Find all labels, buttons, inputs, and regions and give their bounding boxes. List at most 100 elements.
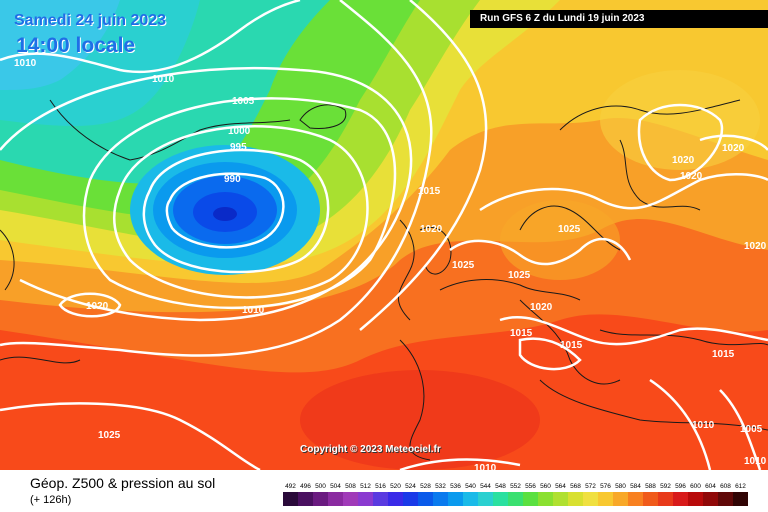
run-info: Run GFS 6 Z du Lundi 19 juin 2023	[470, 10, 768, 28]
legend-tick-label: 600	[690, 483, 701, 490]
isobar-label: 1020	[722, 143, 745, 154]
legend-tick-label: 612	[735, 483, 746, 490]
legend-tick-label: 564	[555, 483, 566, 490]
legend-tick-label: 588	[645, 483, 656, 490]
isobar-1025-west	[0, 402, 261, 470]
isobar-europe-1025	[449, 238, 632, 266]
isobar-label: 1005	[740, 424, 763, 435]
legend-swatch	[613, 492, 628, 506]
isobar-label: 1010	[152, 74, 175, 85]
legend-tick-label: 584	[630, 483, 641, 490]
legend-tick-label: 504	[330, 483, 341, 490]
isobar-1010	[0, 66, 413, 322]
legend-swatch	[403, 492, 418, 506]
legend-swatch	[583, 492, 598, 506]
isobar-label: 1010	[242, 305, 265, 316]
legend-tick-label: 572	[585, 483, 596, 490]
legend-tick-label: 492	[285, 483, 296, 490]
isobar-label: 1015	[712, 349, 735, 360]
legend-swatch	[283, 492, 298, 506]
legend-swatch	[538, 492, 553, 506]
legend-swatch	[718, 492, 733, 506]
forecast-time: 14:00 locale	[16, 34, 136, 57]
isobar-label: 1010	[692, 420, 715, 431]
legend-swatch	[418, 492, 433, 506]
legend-tick-label: 512	[360, 483, 371, 490]
isobar-label: 1005	[232, 96, 255, 107]
legend-tick-label: 500	[315, 483, 326, 490]
legend-swatch	[688, 492, 703, 506]
legend-swatch	[388, 492, 403, 506]
footer: Géop. Z500 & pression au sol (+ 126h) 49…	[0, 470, 768, 512]
copyright: Copyright © 2023 Meteociel.fr	[300, 444, 441, 455]
legend-tick-label: 556	[525, 483, 536, 490]
isobar-label: 1000	[228, 126, 251, 137]
isobar-scand-1020	[637, 103, 724, 182]
isobar-1015	[0, 0, 433, 357]
isobar-label: 1025	[98, 430, 121, 441]
legend-swatch	[478, 492, 493, 506]
isobar-label: 1020	[672, 155, 695, 166]
isobar-label: 1020	[744, 241, 767, 252]
legend-swatch	[373, 492, 388, 506]
coastlines	[0, 99, 768, 461]
isobar-label: 1025	[558, 224, 581, 235]
legend-swatch	[658, 492, 673, 506]
isobar-1020-west	[58, 292, 122, 318]
isobar-995	[142, 148, 330, 274]
isobar-labels: 1010 1010 1005 1000 995 990 1015 1020 10…	[14, 58, 767, 470]
legend-tick-label: 528	[420, 483, 431, 490]
isobar-label: 1020	[420, 224, 443, 235]
legend-tick-label: 552	[510, 483, 521, 490]
isobar-label: 1020	[530, 302, 553, 313]
legend-swatch	[568, 492, 583, 506]
legend-tick-label: 576	[600, 483, 611, 490]
isobar-east-1010	[649, 378, 712, 470]
legend-swatch	[628, 492, 643, 506]
isobar-label: 1010	[744, 456, 767, 467]
legend-tick-label: 516	[375, 483, 386, 490]
legend-swatch	[313, 492, 328, 506]
isobar-europe-1015	[499, 316, 768, 346]
legend-tick-label: 596	[675, 483, 686, 490]
legend-swatch	[733, 492, 748, 506]
legend-tick-label: 560	[540, 483, 551, 490]
isobar-1010-top	[0, 0, 301, 74]
legend-tick-label: 540	[465, 483, 476, 490]
legend-swatch	[598, 492, 613, 506]
isobar-label: 1020	[86, 301, 109, 312]
isobar-label: 1025	[508, 270, 531, 281]
legend-tick-label: 532	[435, 483, 446, 490]
isobar-east-1005	[719, 389, 762, 470]
isobar-east-1020	[699, 134, 768, 151]
legend-swatch	[508, 492, 523, 506]
legend-tick-label: 592	[660, 483, 671, 490]
legend-swatch	[298, 492, 313, 506]
legend-swatch	[523, 492, 538, 506]
isobar-label: 1010	[474, 463, 497, 470]
legend-swatch	[673, 492, 688, 506]
weather-map: 1010 1010 1005 1000 995 990 1015 1020 10…	[0, 0, 768, 470]
legend-tick-label: 496	[300, 483, 311, 490]
legend-swatch	[328, 492, 343, 506]
forecast-date: Samedi 24 juin 2023	[14, 12, 167, 29]
legend-swatch	[343, 492, 358, 506]
legend-tick-label: 580	[615, 483, 626, 490]
legend-tick-label: 524	[405, 483, 416, 490]
isobar-990	[165, 172, 285, 249]
isobar-label: 990	[224, 174, 241, 185]
isobar-label: 1015	[510, 328, 533, 339]
isobars	[0, 0, 768, 470]
legend-tick-label: 608	[720, 483, 731, 490]
legend-tick-label: 604	[705, 483, 716, 490]
geopotential-field	[0, 0, 768, 470]
isobar-med-1015	[518, 337, 582, 371]
legend-swatch	[493, 492, 508, 506]
isobar-1000	[113, 125, 369, 299]
isobar-label: 995	[230, 142, 247, 153]
map-title: Géop. Z500 & pression au sol	[30, 475, 216, 491]
legend-tick-label: 536	[450, 483, 461, 490]
legend-swatch	[448, 492, 463, 506]
legend-swatch	[703, 492, 718, 506]
legend-swatch	[358, 492, 373, 506]
